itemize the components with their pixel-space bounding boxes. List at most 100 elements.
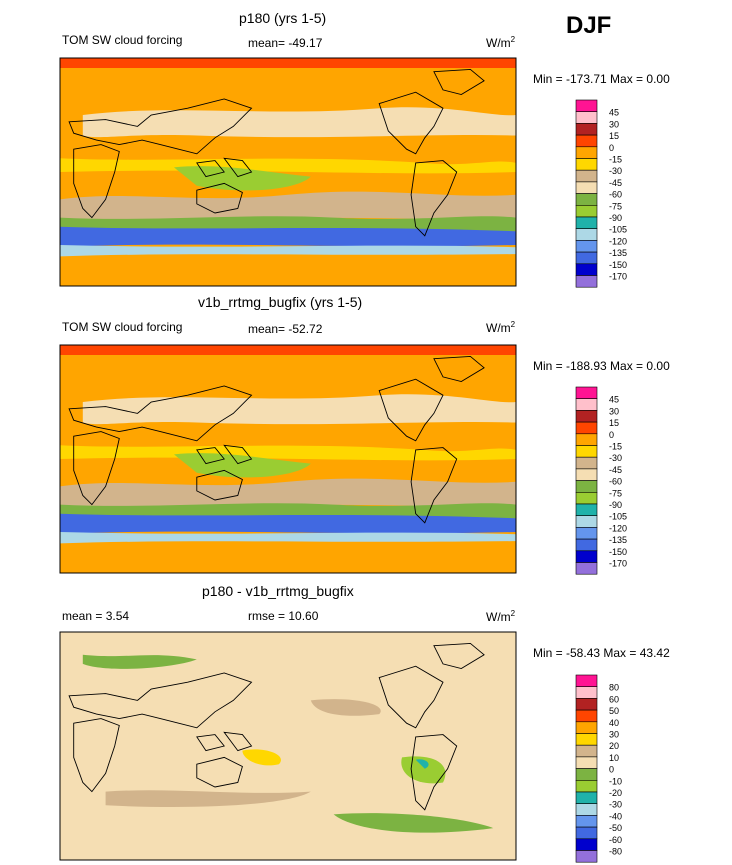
colorbar-tick-label: 50: [609, 706, 619, 716]
map-coastline: [196, 469, 243, 501]
panel-2-mean: mean= -52.72: [248, 322, 323, 336]
colorbar-tick-label: 15: [609, 131, 619, 141]
colorbar-tick-label: -30: [609, 166, 622, 176]
map-field-region: [60, 513, 516, 535]
panel-3-rmse: rmse = 10.60: [248, 609, 319, 623]
map-panel-1: [59, 57, 517, 287]
colorbar-swatch: [575, 791, 598, 804]
colorbar-tick-label: -120: [609, 523, 627, 533]
map-coastline: [68, 385, 253, 442]
panel-2-units-exp: 2: [510, 320, 516, 329]
map-band-top: [60, 345, 516, 355]
map-field-region: [242, 749, 281, 766]
panel-2-minmax: Min = -188.93 Max = 0.00: [533, 359, 670, 373]
map-field-region: [415, 759, 429, 769]
colorbar-tick-label: 0: [609, 430, 614, 440]
colorbar-tick-label: -40: [609, 811, 622, 821]
colorbar-tick-label: 10: [609, 753, 619, 763]
colorbar-tick-label: -135: [609, 535, 627, 545]
map-coastline: [196, 734, 225, 752]
map-coastline: [196, 182, 243, 214]
colorbar-tick-label: -75: [609, 488, 622, 498]
colorbar-tick-label: -15: [609, 442, 622, 452]
map-coastline: [433, 355, 485, 382]
colorbar-swatch: [575, 826, 598, 840]
map-coastline: [410, 447, 458, 524]
map-coastline: [196, 160, 225, 178]
map-field-region: [310, 699, 381, 716]
panel-3-units: W/m2: [486, 609, 515, 624]
colorbar-tick-label: 40: [609, 718, 619, 728]
map-coastline: [223, 731, 253, 752]
map-field-region: [82, 394, 517, 425]
map-panel-2: [59, 344, 517, 574]
map-field-region: [60, 226, 516, 248]
colorbar-tick-label: -90: [609, 500, 622, 510]
map-field-region: [105, 790, 311, 807]
map-field-region: [82, 107, 517, 138]
colorbar-swatch: [575, 562, 598, 575]
colorbar-tick-label: -90: [609, 213, 622, 223]
colorbar-swatch: [575, 480, 598, 493]
colorbar-tick-label: -45: [609, 465, 622, 475]
colorbar-swatch: [575, 515, 598, 528]
colorbar-swatch: [575, 193, 598, 206]
colorbar-tick-label: 45: [609, 108, 619, 118]
colorbar-tick-label: -10: [609, 776, 622, 786]
map-coastline: [410, 734, 458, 811]
map-field-region: [82, 654, 197, 669]
map-coastline: [223, 444, 253, 465]
colorbar-tick-label: 45: [609, 395, 619, 405]
colorbar-swatch: [575, 815, 598, 828]
panel-1-units-base: W/m: [486, 36, 511, 50]
panel-1-units: W/m2: [486, 35, 515, 50]
colorbar-tick-label: 30: [609, 730, 619, 740]
colorbar-swatch: [575, 803, 598, 816]
map-field-region: [174, 453, 311, 478]
colorbar-tick-label: 30: [609, 119, 619, 129]
colorbar-swatch: [575, 169, 598, 183]
colorbar-tick-label: -50: [609, 823, 622, 833]
colorbar-swatch: [575, 468, 598, 481]
colorbar-swatch: [575, 433, 598, 446]
panel-2-variable: TOM SW cloud forcing: [62, 320, 183, 334]
map-coastline: [68, 672, 253, 729]
map-frame: [59, 57, 517, 287]
colorbar-tick-label: 80: [609, 683, 619, 693]
colorbar-tick-label: -105: [609, 512, 627, 522]
map-coastline: [196, 756, 243, 788]
colorbar-swatch: [575, 838, 598, 851]
colorbar-swatch: [575, 674, 598, 687]
map-field-region: [60, 191, 516, 224]
map-field-region: [60, 478, 516, 511]
map-field-region: [60, 245, 516, 257]
panel-3-units-exp: 2: [510, 609, 516, 618]
map-coastline: [378, 665, 444, 729]
map-field-region: [60, 532, 516, 544]
map-coastline: [433, 642, 485, 669]
panel-3-units-base: W/m: [486, 610, 511, 624]
map-frame: [59, 631, 517, 861]
panel-3-mean: mean = 3.54: [62, 609, 130, 623]
colorbar-swatch: [575, 228, 598, 241]
colorbar-tick-label: 60: [609, 694, 619, 704]
colorbar-swatch: [575, 410, 598, 423]
colorbar-tick-label: -60: [609, 835, 622, 845]
colorbar-swatch: [575, 768, 598, 781]
colorbar-swatch: [575, 99, 598, 112]
colorbar-swatch: [575, 240, 598, 253]
map-panel-3: [59, 631, 517, 861]
colorbar-swatch: [575, 744, 598, 758]
colorbar-swatch: [575, 181, 598, 194]
map-coastline: [73, 431, 120, 506]
map-coastline: [196, 447, 225, 465]
panel-2-units: W/m2: [486, 320, 515, 335]
colorbar-swatch: [575, 398, 598, 411]
colorbar-swatch: [575, 146, 598, 159]
colorbar-swatch: [575, 445, 598, 458]
colorbar-swatch: [575, 709, 598, 723]
colorbar-tick-label: -15: [609, 155, 622, 165]
colorbar-tick-label: -60: [609, 190, 622, 200]
